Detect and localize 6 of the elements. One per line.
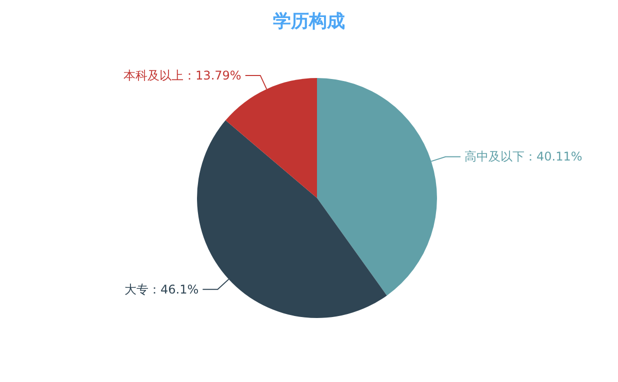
pie-slice [226,78,317,198]
slice-label: 本科及以上：13.79% [124,68,242,82]
slice-label: 高中及以下：40.11% [464,150,582,164]
pie-slice [197,120,387,318]
slice-label: 大专：46.1% [124,282,199,296]
chart-title: 学历构成 [273,11,345,32]
